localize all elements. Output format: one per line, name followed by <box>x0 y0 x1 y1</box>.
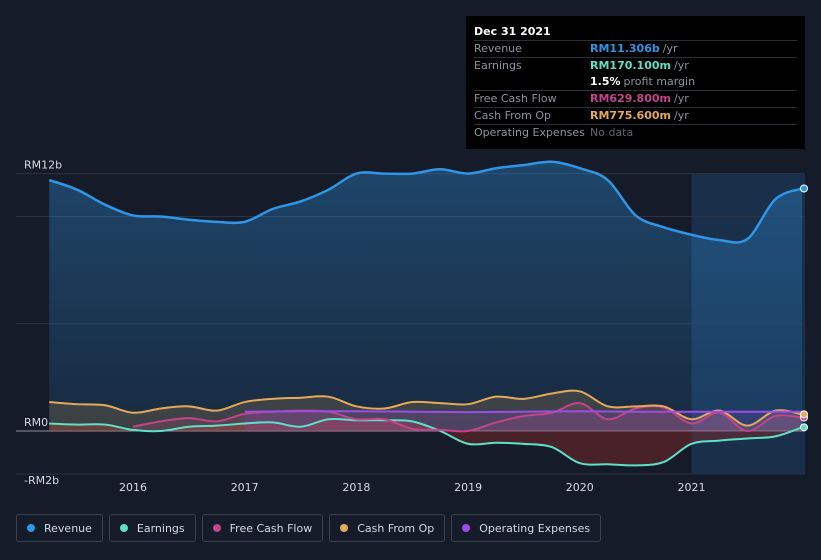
tooltip-unit: /yr <box>662 42 678 55</box>
tooltip-label: Revenue <box>474 42 522 55</box>
marker-earnings <box>800 423 808 432</box>
legend-dot-icon <box>27 524 35 532</box>
x-tick-label: 2018 <box>342 481 370 494</box>
y-tick-label: RM0 <box>24 416 48 429</box>
tooltip-unit: /yr <box>673 59 689 72</box>
tooltip-row-opex: Operating Expenses No data <box>474 124 797 141</box>
legend-label: Earnings <box>136 521 185 535</box>
x-tick-label: 2016 <box>119 481 147 494</box>
end-markers <box>800 184 808 432</box>
y-tick-label: -RM2b <box>24 474 59 487</box>
legend: Revenue Earnings Free Cash Flow Cash Fro… <box>16 514 602 542</box>
marker-cash-from-op <box>800 410 808 419</box>
tooltip-value: RM170.100m <box>590 59 671 72</box>
tooltip-label: Free Cash Flow <box>474 92 557 105</box>
tooltip-value: RM775.600m <box>590 109 671 122</box>
line-earnings <box>49 417 803 467</box>
chart-area: RM12b RM0 -RM2b 2016 2017 2018 2019 2020 2021 <box>16 159 808 494</box>
tooltip-unit: /yr <box>673 109 689 122</box>
area-cash-from-op <box>49 390 803 431</box>
line-revenue <box>48 160 803 244</box>
marker-revenue <box>800 184 808 193</box>
tooltip-row-cfo: Cash From Op RM775.600m /yr <box>474 107 797 124</box>
tooltip-row-margin: 1.5% profit margin <box>474 74 797 90</box>
tooltip-row-earnings: Earnings RM170.100m /yr <box>474 57 797 74</box>
tooltip-value: No data <box>590 126 634 139</box>
legend-item-cash-from-op[interactable]: Cash From Op <box>329 514 446 542</box>
legend-label: Free Cash Flow <box>229 521 313 535</box>
x-axis: 2016 2017 2018 2019 2020 2021 <box>119 481 706 494</box>
x-tick-label: 2020 <box>566 481 594 494</box>
tooltip-row-revenue: Revenue RM11.306b /yr <box>474 40 797 57</box>
x-tick-label: 2021 <box>678 481 706 494</box>
legend-item-revenue[interactable]: Revenue <box>16 514 103 542</box>
tooltip-row-fcf: Free Cash Flow RM629.800m /yr <box>474 90 797 107</box>
tooltip-unit: /yr <box>673 92 689 105</box>
tooltip-unit: profit margin <box>623 75 696 88</box>
line-operating-expenses <box>244 410 803 414</box>
series-lines <box>48 160 803 467</box>
tooltip-date: Dec 31 2021 <box>474 25 551 38</box>
y-tick-label: RM12b <box>24 159 62 172</box>
tooltip-value: 1.5% <box>590 75 621 88</box>
x-tick-label: 2019 <box>454 481 482 494</box>
tooltip-label <box>474 74 590 90</box>
legend-label: Revenue <box>44 521 92 535</box>
legend-dot-icon <box>119 524 128 532</box>
legend-dot-icon <box>212 524 221 532</box>
y-axis: RM12b RM0 -RM2b <box>24 159 62 487</box>
legend-label: Cash From Op <box>357 521 435 535</box>
area-free-cash-flow <box>133 403 803 432</box>
legend-item-earnings[interactable]: Earnings <box>108 514 196 542</box>
legend-item-operating-expenses[interactable]: Operating Expenses <box>451 514 602 542</box>
line-cash-from-op <box>49 389 803 427</box>
line-free-cash-flow <box>132 402 803 433</box>
area-earnings <box>49 418 803 466</box>
area-operating-expenses <box>244 411 803 431</box>
tooltip-panel: Dec 31 2021 Revenue RM11.306b /yr Earnin… <box>466 16 805 149</box>
tooltip-label: Earnings <box>474 59 522 72</box>
legend-dot-icon <box>462 524 471 532</box>
legend-item-free-cash-flow[interactable]: Free Cash Flow <box>201 514 324 542</box>
area-revenue <box>49 161 803 432</box>
tooltip-value: RM629.800m <box>590 92 671 105</box>
legend-label: Operating Expenses <box>479 521 591 535</box>
x-tick-label: 2017 <box>231 481 259 494</box>
tooltip-value: RM11.306b <box>590 42 660 55</box>
tooltip-label: Cash From Op <box>474 109 552 122</box>
series-areas <box>49 161 803 466</box>
tooltip-label: Operating Expenses <box>474 126 585 139</box>
legend-dot-icon <box>340 524 349 532</box>
